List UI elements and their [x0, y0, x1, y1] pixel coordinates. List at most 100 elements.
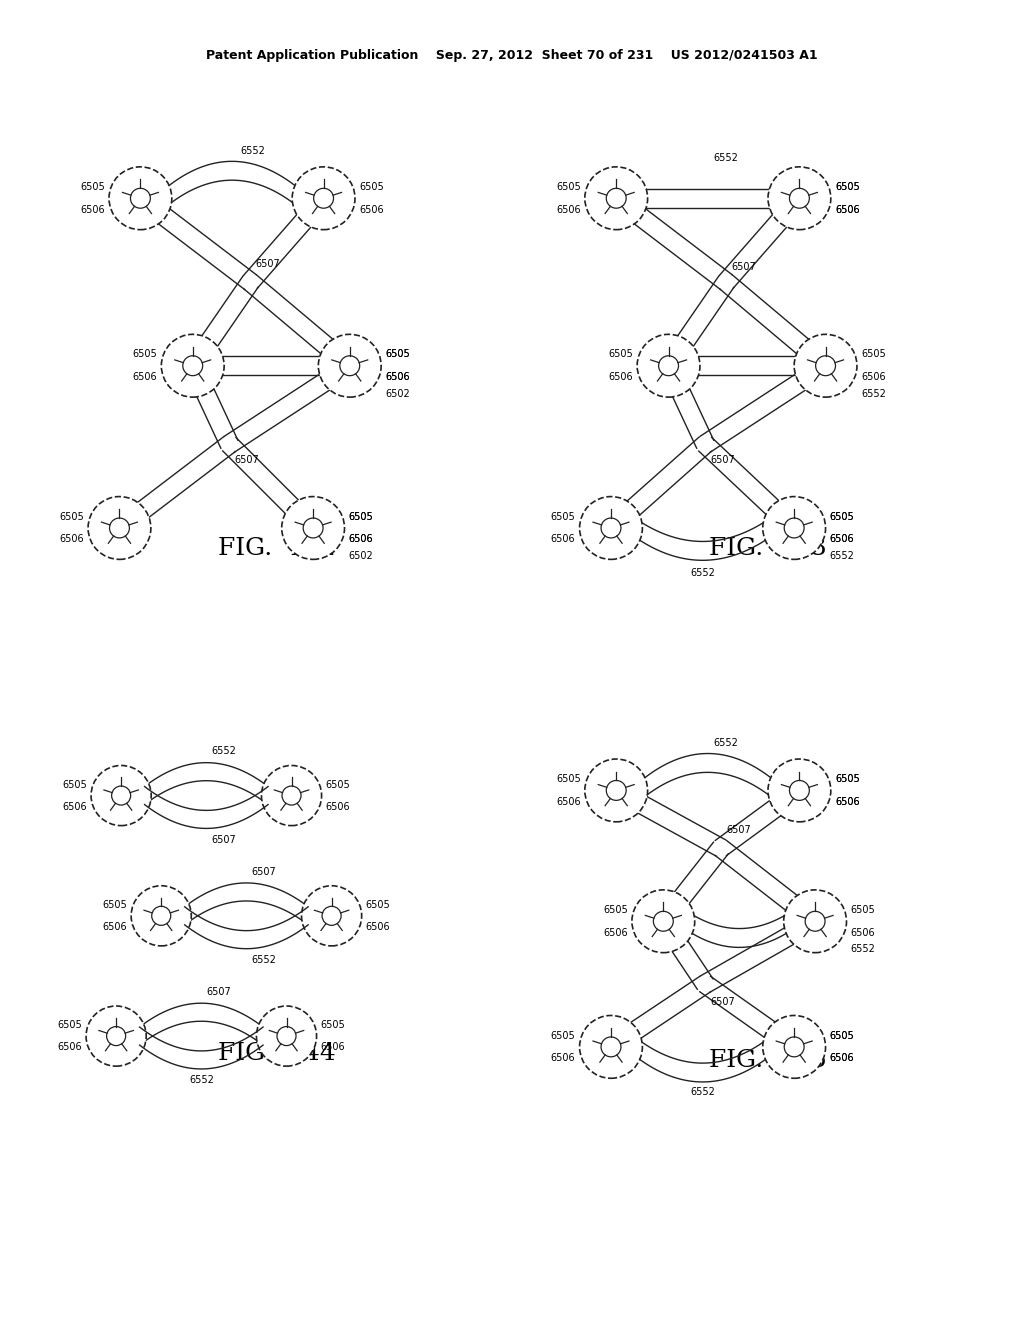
Text: 6505: 6505 — [385, 350, 410, 359]
Text: 6552: 6552 — [861, 389, 886, 399]
Text: 6552: 6552 — [690, 568, 715, 578]
Text: 6505: 6505 — [829, 512, 854, 521]
Text: 6506: 6506 — [829, 1053, 854, 1063]
Text: 6506: 6506 — [829, 535, 854, 544]
Polygon shape — [224, 371, 335, 453]
Text: 6506: 6506 — [835, 797, 859, 807]
Text: 6502: 6502 — [385, 389, 410, 399]
Text: 6505: 6505 — [829, 1031, 854, 1040]
Text: 6552: 6552 — [851, 944, 876, 954]
Circle shape — [88, 496, 151, 560]
Text: 6506: 6506 — [385, 372, 410, 381]
Text: 6552: 6552 — [188, 1076, 214, 1085]
Text: 6505: 6505 — [835, 182, 860, 191]
Text: FIG.  143: FIG. 143 — [710, 537, 826, 561]
Text: 6506: 6506 — [321, 1041, 345, 1052]
Circle shape — [585, 166, 647, 230]
Text: 6506: 6506 — [385, 372, 410, 381]
Text: 6506: 6506 — [861, 372, 886, 381]
Text: 6506: 6506 — [349, 535, 374, 544]
Text: 6506: 6506 — [829, 535, 854, 544]
Polygon shape — [222, 437, 302, 517]
Text: 6505: 6505 — [835, 182, 860, 191]
Circle shape — [86, 1006, 146, 1067]
Text: 6552: 6552 — [211, 746, 237, 756]
Text: 6507: 6507 — [206, 987, 231, 997]
Text: 6506: 6506 — [59, 535, 84, 544]
Text: 6507: 6507 — [252, 867, 276, 876]
Text: 6506: 6506 — [366, 921, 390, 932]
Polygon shape — [636, 1038, 770, 1082]
Text: 6552: 6552 — [713, 738, 738, 748]
Text: 6506: 6506 — [80, 205, 104, 215]
Circle shape — [795, 334, 857, 397]
Text: 6505: 6505 — [835, 774, 860, 784]
Circle shape — [109, 166, 172, 230]
Polygon shape — [144, 787, 268, 829]
Polygon shape — [700, 925, 799, 993]
Text: 6506: 6506 — [62, 801, 87, 812]
Text: 6502: 6502 — [349, 550, 374, 561]
Text: 6506: 6506 — [835, 205, 859, 215]
Text: 6505: 6505 — [57, 1020, 82, 1030]
Text: 6507: 6507 — [211, 834, 237, 845]
Text: 6505: 6505 — [326, 780, 350, 789]
Text: 6506: 6506 — [102, 921, 127, 932]
Polygon shape — [633, 793, 725, 857]
Text: 6505: 6505 — [321, 1020, 345, 1030]
Text: 6506: 6506 — [603, 928, 628, 937]
Circle shape — [763, 1015, 825, 1078]
Circle shape — [768, 759, 830, 822]
Text: 6507: 6507 — [731, 261, 756, 272]
Text: 6506: 6506 — [359, 205, 384, 215]
Text: 6506: 6506 — [551, 535, 575, 544]
Polygon shape — [715, 841, 802, 913]
Text: 6506: 6506 — [835, 205, 859, 215]
Text: 6507: 6507 — [726, 825, 751, 836]
Polygon shape — [195, 384, 238, 449]
Text: 6505: 6505 — [608, 350, 633, 359]
Text: 6552: 6552 — [829, 550, 855, 561]
Polygon shape — [669, 936, 713, 989]
Circle shape — [301, 886, 361, 946]
Text: 6507: 6507 — [711, 997, 735, 1007]
Polygon shape — [623, 437, 712, 519]
Circle shape — [763, 496, 825, 560]
Text: 6505: 6505 — [829, 512, 854, 521]
Text: 6505: 6505 — [551, 1031, 575, 1040]
Text: 6505: 6505 — [349, 512, 374, 521]
Text: Patent Application Publication    Sep. 27, 2012  Sheet 70 of 231    US 2012/0241: Patent Application Publication Sep. 27, … — [206, 49, 818, 62]
Text: 6506: 6506 — [851, 928, 876, 937]
Polygon shape — [636, 519, 770, 560]
Text: 6505: 6505 — [603, 906, 628, 915]
Text: 6505: 6505 — [556, 774, 581, 784]
Circle shape — [637, 334, 700, 397]
Text: 6505: 6505 — [349, 512, 374, 521]
Text: 6505: 6505 — [80, 182, 104, 191]
Text: 6505: 6505 — [829, 1031, 854, 1040]
Text: 6506: 6506 — [326, 801, 350, 812]
Polygon shape — [184, 883, 308, 925]
Text: 6506: 6506 — [556, 205, 581, 215]
Polygon shape — [139, 1027, 263, 1069]
Text: 6505: 6505 — [359, 182, 384, 191]
Polygon shape — [626, 977, 711, 1041]
Polygon shape — [671, 384, 714, 449]
Polygon shape — [630, 206, 732, 289]
Text: 6505: 6505 — [556, 182, 581, 191]
Polygon shape — [700, 371, 810, 453]
Text: 6506: 6506 — [132, 372, 157, 381]
Polygon shape — [244, 210, 314, 288]
Polygon shape — [155, 206, 256, 289]
Text: 6552: 6552 — [241, 147, 265, 156]
Polygon shape — [184, 907, 308, 949]
Text: 6505: 6505 — [385, 350, 410, 359]
Text: 6505: 6505 — [59, 512, 84, 521]
Polygon shape — [139, 1003, 263, 1045]
Polygon shape — [641, 189, 775, 207]
Circle shape — [131, 886, 191, 946]
Circle shape — [162, 334, 224, 397]
Text: 6506: 6506 — [608, 372, 633, 381]
Text: 6505: 6505 — [366, 900, 390, 909]
Polygon shape — [693, 356, 801, 375]
